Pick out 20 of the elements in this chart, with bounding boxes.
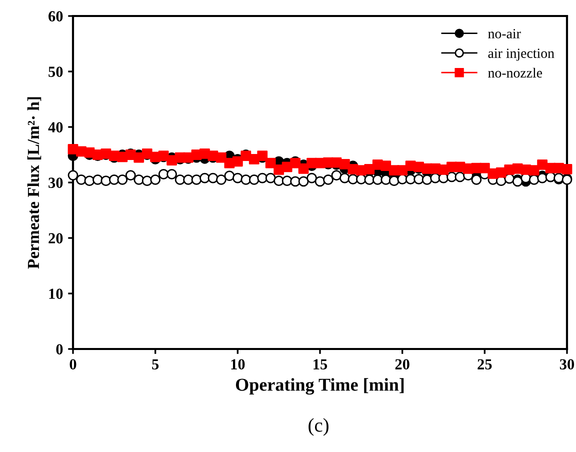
y-tick-label: 60: [48, 11, 63, 22]
y-tick-label: 40: [48, 122, 63, 132]
y-tick-label: 10: [49, 288, 63, 299]
x-tick-label: 20: [395, 359, 410, 370]
x-axis-title: Operating Time [min]: [236, 378, 404, 395]
x-tick-label: 15: [314, 359, 328, 370]
x-tick-label: 10: [231, 359, 245, 370]
x-tick-label: 25: [478, 359, 492, 370]
y-tick-label: 50: [48, 66, 63, 77]
y-axis-title: Permeate Flux [L/m²· h]: [27, 97, 42, 269]
legend-label: air injection: [488, 48, 554, 61]
legend-label: no-air: [488, 29, 521, 38]
x-tick-label: 0: [70, 359, 76, 370]
x-tick-label: 30: [560, 359, 574, 370]
y-tick-label: 0: [56, 344, 63, 354]
y-tick-label: 30: [48, 178, 63, 188]
x-tick-label: 5: [152, 359, 159, 370]
y-tick-label: 20: [48, 233, 63, 244]
legend-label: no-nozzle: [488, 68, 542, 78]
text: (c): [308, 418, 328, 436]
